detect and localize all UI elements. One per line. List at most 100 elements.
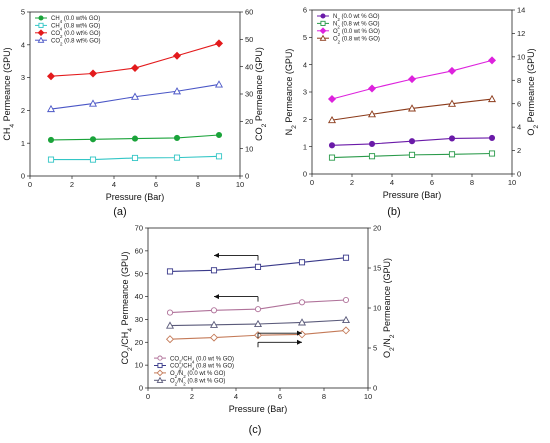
data-point (367, 84, 377, 93)
legend-marker (319, 27, 327, 35)
data-point (408, 138, 416, 145)
y2-tick-label: 2 (517, 146, 521, 155)
data-point (47, 136, 55, 143)
data-point (215, 153, 223, 160)
series-2 (328, 150, 496, 161)
data-point (328, 142, 336, 149)
annotation-arrow-3 (257, 330, 302, 339)
y-tick-label: 70 (135, 224, 143, 233)
data-point (214, 80, 224, 88)
legend-marker (37, 29, 45, 37)
arrow-head (297, 330, 302, 336)
annotation-arrow-2 (214, 294, 259, 302)
y2-tick-label: 8 (517, 76, 521, 85)
y2-tick-label: 15 (373, 264, 381, 273)
data-point (488, 134, 496, 141)
legend-entry: O2 (0.0 wt % GO) (333, 29, 380, 37)
x-tick-label: 0 (28, 180, 32, 189)
legend-marker (320, 20, 326, 26)
y-tick-label: 2 (303, 115, 307, 124)
y-tick-label: 6 (303, 6, 307, 15)
y2-tick-label: 30 (245, 90, 253, 99)
y2-tick-label: 10 (245, 144, 253, 153)
x-tick-label: 4 (112, 180, 116, 189)
y-tick-label: 5 (21, 8, 25, 17)
data-point (214, 39, 224, 48)
x-tick-label: 6 (430, 178, 434, 187)
data-point (367, 110, 377, 118)
data-point (173, 154, 181, 161)
data-point (210, 267, 218, 274)
data-point (253, 319, 263, 328)
legend-entry: CH4 (0.8 wt% GO) (51, 24, 100, 32)
legend-marker (157, 355, 163, 361)
data-point (166, 268, 174, 275)
y-tick-label: 1 (21, 139, 25, 148)
data-point (487, 56, 497, 65)
legend-marker (319, 34, 327, 41)
data-point (210, 307, 218, 314)
y-tick-label: 60 (135, 246, 143, 255)
data-point (487, 94, 497, 103)
y2-axis-label: CO2 Permeance (GPU) (254, 47, 268, 141)
arrow-head (214, 294, 219, 300)
x-tick-label: 10 (508, 178, 516, 187)
legend-entry: CO2 (0.8 wt% GO) (51, 38, 101, 46)
data-point (173, 134, 181, 142)
data-point (298, 259, 306, 266)
series-1 (166, 296, 350, 316)
data-point (341, 326, 351, 335)
data-point (47, 156, 55, 163)
legend-marker (156, 369, 164, 377)
y2-tick-label: 50 (245, 35, 253, 44)
data-point (488, 150, 496, 157)
data-point (254, 306, 262, 313)
data-point (447, 66, 457, 75)
y-tick-label: 0 (21, 172, 25, 181)
y2-tick-label: 60 (245, 8, 253, 17)
x-tick-label: 0 (310, 178, 314, 187)
y-tick-label: 0 (139, 384, 143, 393)
data-point (209, 320, 219, 328)
y-tick-label: 1 (303, 142, 307, 151)
series-1 (47, 131, 223, 143)
data-point (172, 51, 182, 60)
data-point (341, 315, 351, 324)
data-point (327, 95, 337, 104)
legend: CO2/CH4 (0.0 wt % GO)CO2/CH4 (0.8 wt % G… (154, 355, 234, 387)
x-tick-label: 8 (470, 178, 474, 187)
data-point (448, 151, 456, 158)
y2-tick-label: 5 (373, 344, 377, 353)
y2-tick-label: 0 (373, 384, 377, 393)
data-point (448, 135, 456, 142)
data-point (328, 154, 336, 161)
y2-tick-label: 40 (245, 62, 253, 71)
x-tick-label: 8 (196, 180, 200, 189)
x-tick-label: 6 (154, 180, 158, 189)
y-tick-label: 4 (21, 40, 25, 49)
data-point (130, 64, 140, 73)
y2-axis-label: O2/N2 Permeance (GPU) (382, 258, 396, 358)
annotation-arrow-1 (214, 252, 259, 261)
series-4 (327, 94, 497, 124)
x-tick-label: 4 (390, 178, 394, 187)
data-point (368, 153, 376, 160)
x-axis-label: Pressure (Bar) (229, 404, 288, 414)
legend-entry: CO2/CH4 (0.0 wt % GO) (170, 356, 234, 364)
legend-entry: O2/N2 (0.8 wt % GO) (170, 379, 225, 387)
data-point (131, 154, 139, 162)
y2-tick-label: 14 (517, 6, 525, 15)
x-tick-label: 2 (70, 180, 74, 189)
x-tick-label: 2 (190, 392, 194, 401)
legend-marker (38, 15, 44, 21)
data-point (342, 254, 350, 261)
x-tick-label: 8 (322, 392, 326, 401)
y-tick-label: 3 (303, 88, 307, 97)
x-tick-label: 6 (278, 392, 282, 401)
panel-label: (a) (113, 206, 126, 218)
